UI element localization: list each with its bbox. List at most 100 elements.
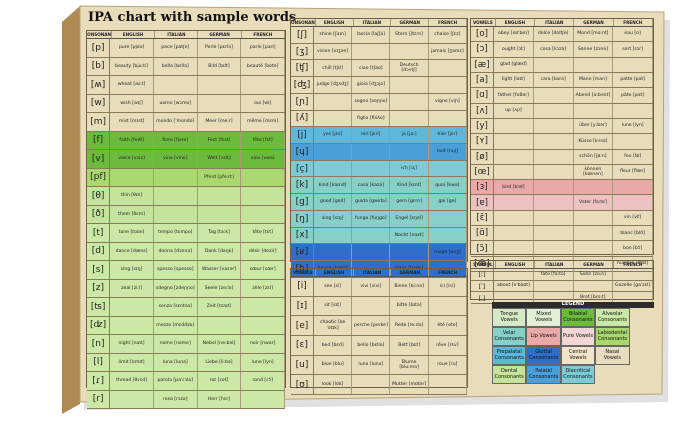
sample-word: voice [vɔɪs] bbox=[110, 150, 154, 168]
sample-word: voix [vwa] bbox=[241, 150, 286, 168]
sample-word: shine [ʃaɪn] bbox=[314, 27, 353, 43]
sample-word: hier [jɛr] bbox=[429, 127, 467, 144]
ipa-row: [ʧ] chill [tʃɪl] ciao [tʃao] Deutsch [dɔʏtʃ… bbox=[291, 60, 467, 78]
empty-cell bbox=[154, 187, 198, 205]
empty-cell bbox=[314, 160, 353, 177]
ipa-symbol: [ʃ] bbox=[291, 27, 314, 43]
empty-cell bbox=[534, 210, 574, 226]
legend-item: Labiodental Consonants bbox=[595, 327, 630, 346]
empty-cell bbox=[352, 43, 391, 60]
ipa-row: [p] pure [pjʊə] pace [patʃe] Perle [pɛrlə] p… bbox=[87, 39, 286, 58]
empty-cell bbox=[110, 390, 154, 408]
ipa-symbol: [ʒ] bbox=[291, 43, 314, 60]
empty-cell bbox=[429, 160, 467, 177]
sample-word: zèle [zɛl] bbox=[241, 279, 286, 297]
ipa-symbol: [ʍ] bbox=[87, 76, 111, 94]
ipa-row: [ʏ] Küsse [kʏsə] bbox=[471, 134, 653, 150]
ipa-symbol: [ŋ] bbox=[291, 210, 314, 227]
empty-cell bbox=[534, 241, 574, 256]
sample-word: lune [lyn] bbox=[241, 353, 286, 371]
ipa-row: [u] blue [blu] luna [luna] Blume [bluːmə] ro… bbox=[291, 355, 467, 376]
ipa-row: [pf] Pferd [pfeːrt] bbox=[87, 168, 286, 187]
empty-cell bbox=[352, 160, 391, 177]
ipa-row: [æ] glad [glæd] bbox=[471, 57, 653, 73]
sample-word: them [ðɛm] bbox=[110, 205, 154, 223]
sample-word: patte [pat] bbox=[613, 72, 653, 88]
sample-word: mondo [ˈmondo] bbox=[154, 113, 198, 131]
empty-cell bbox=[314, 144, 353, 160]
ipa-row: [ʎ] figlio [fiʎʎo] bbox=[291, 110, 467, 128]
sample-word: vision [vɪʒən] bbox=[314, 43, 353, 60]
sample-word: Nacht [naxt] bbox=[390, 227, 429, 244]
empty-cell bbox=[574, 241, 614, 256]
column-header: ENGLISH bbox=[496, 261, 536, 268]
column-header: FRENCH bbox=[429, 269, 468, 276]
empty-cell bbox=[494, 164, 534, 180]
ipa-symbol: [ɑ] bbox=[471, 88, 495, 103]
sample-word: gern [gɛrn] bbox=[390, 194, 429, 210]
ipa-row: [ɾ] thread [θɾɛd] parola [paˈɾɔla] rot [ɾot… bbox=[87, 372, 286, 391]
empty-cell bbox=[534, 226, 574, 241]
ipa-row: [j] yes [jɛs] ieri [jɛri] ja [jaː] hier [jɛr… bbox=[291, 127, 467, 145]
column-header: ITALIAN bbox=[535, 19, 575, 26]
empty-cell bbox=[314, 93, 353, 110]
sample-word: Tag [taːk] bbox=[198, 224, 242, 242]
ipa-symbol: [ʣ] bbox=[87, 316, 111, 334]
column-header: GERMAN bbox=[574, 261, 614, 268]
sample-word: chaise [ʃɛz] bbox=[429, 27, 467, 43]
ipa-symbol: [m] bbox=[87, 113, 111, 131]
sample-word: rot [ɾot] bbox=[198, 372, 242, 390]
sample-word: tone [toʊn] bbox=[110, 224, 154, 242]
ipa-row: [k] kind [kaɪnd] casa [kaza] Kind [kɪnt] quo… bbox=[291, 177, 467, 195]
ipa-row: [v] voice [vɔɪs] vino [vino] Welt [vɛlt] voi… bbox=[87, 150, 286, 169]
sample-word: blue [blu] bbox=[314, 355, 353, 375]
ipa-symbol: [ʁ] bbox=[291, 244, 314, 261]
column-header: FRENCH bbox=[242, 31, 286, 38]
column-header: CONSONANT bbox=[87, 31, 112, 38]
sample-word: vigne [viɲ] bbox=[429, 93, 467, 110]
sample-word: jamais [ʒamɛ] bbox=[429, 43, 467, 60]
ipa-row: [s] sing [sɪŋ] spesso [spesso] Wasser [vasə… bbox=[87, 261, 286, 280]
sample-word: Rede [reːdə] bbox=[390, 316, 429, 335]
sample-word: bitte [bɪtə] bbox=[390, 296, 429, 316]
empty-cell bbox=[534, 164, 574, 180]
column-header: FRENCH bbox=[429, 19, 468, 26]
sample-word: sogno [soɲɲo] bbox=[352, 93, 391, 110]
sample-word: nuit [nɥi] bbox=[429, 144, 467, 160]
empty-cell bbox=[613, 57, 653, 72]
sample-word: see [si] bbox=[314, 277, 353, 296]
ipa-table: VOWELS ENGLISH ITALIAN GERMAN FRENCH [i] see [… bbox=[290, 268, 468, 395]
empty-cell bbox=[198, 94, 242, 112]
sample-word: Sohn [zoːn] bbox=[574, 269, 614, 280]
sample-word: gai [ge] bbox=[429, 194, 467, 210]
sample-word: uomo [wɔmo] bbox=[154, 94, 198, 112]
column-header: VOWELS bbox=[291, 269, 316, 276]
legend-title: LEGEND bbox=[492, 301, 654, 308]
empty-cell bbox=[110, 168, 154, 186]
ipa-row: [ɥ] nuit [nɥi] bbox=[291, 144, 467, 161]
column-header: ITALIAN bbox=[155, 31, 199, 38]
sample-word: rouge [ʁuʒ] bbox=[429, 244, 467, 261]
ipa-row: [t] tone [toʊn] tempo [tɛmpo] Tag [taːk] têt… bbox=[87, 224, 286, 243]
empty-cell bbox=[613, 292, 653, 303]
sample-word: cara [kara] bbox=[534, 72, 574, 88]
empty-cell bbox=[314, 110, 353, 127]
sample-word: cosa [kɔza] bbox=[534, 42, 574, 57]
legend-item: Mixed Vowels bbox=[526, 308, 561, 327]
ipa-row: [ɪ] sit [sɪt] bitte [bɪtə] bbox=[291, 296, 467, 317]
column-header: ENGLISH bbox=[316, 269, 354, 276]
empty-cell bbox=[534, 118, 574, 134]
empty-cell bbox=[154, 168, 198, 186]
empty-cell bbox=[429, 210, 467, 227]
legend-item: Pure Vowels bbox=[560, 327, 596, 346]
sample-word: senza [sɛntsa] bbox=[154, 298, 198, 316]
ipa-row: [m] mist [mɪst] mondo [ˈmondo] Meer [meːr] m… bbox=[87, 113, 286, 132]
ipa-symbol: [ɛ] bbox=[291, 335, 314, 355]
ipa-symbol: [ː] bbox=[471, 269, 495, 280]
empty-cell bbox=[494, 256, 534, 271]
ipa-row: [ɔ] ought [ɔt] cosa [kɔza] Sonne [zɔnə] sort… bbox=[471, 42, 653, 58]
sample-word: noir [nwar] bbox=[241, 335, 286, 353]
empty-cell bbox=[574, 226, 614, 241]
ipa-symbol: [p] bbox=[87, 39, 111, 57]
sample-word: ought [ɔt] bbox=[494, 42, 534, 57]
